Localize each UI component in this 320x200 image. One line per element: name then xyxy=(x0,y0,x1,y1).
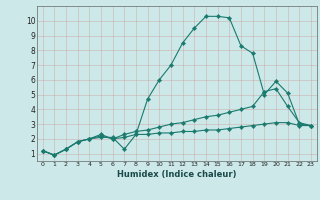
X-axis label: Humidex (Indice chaleur): Humidex (Indice chaleur) xyxy=(117,170,236,179)
